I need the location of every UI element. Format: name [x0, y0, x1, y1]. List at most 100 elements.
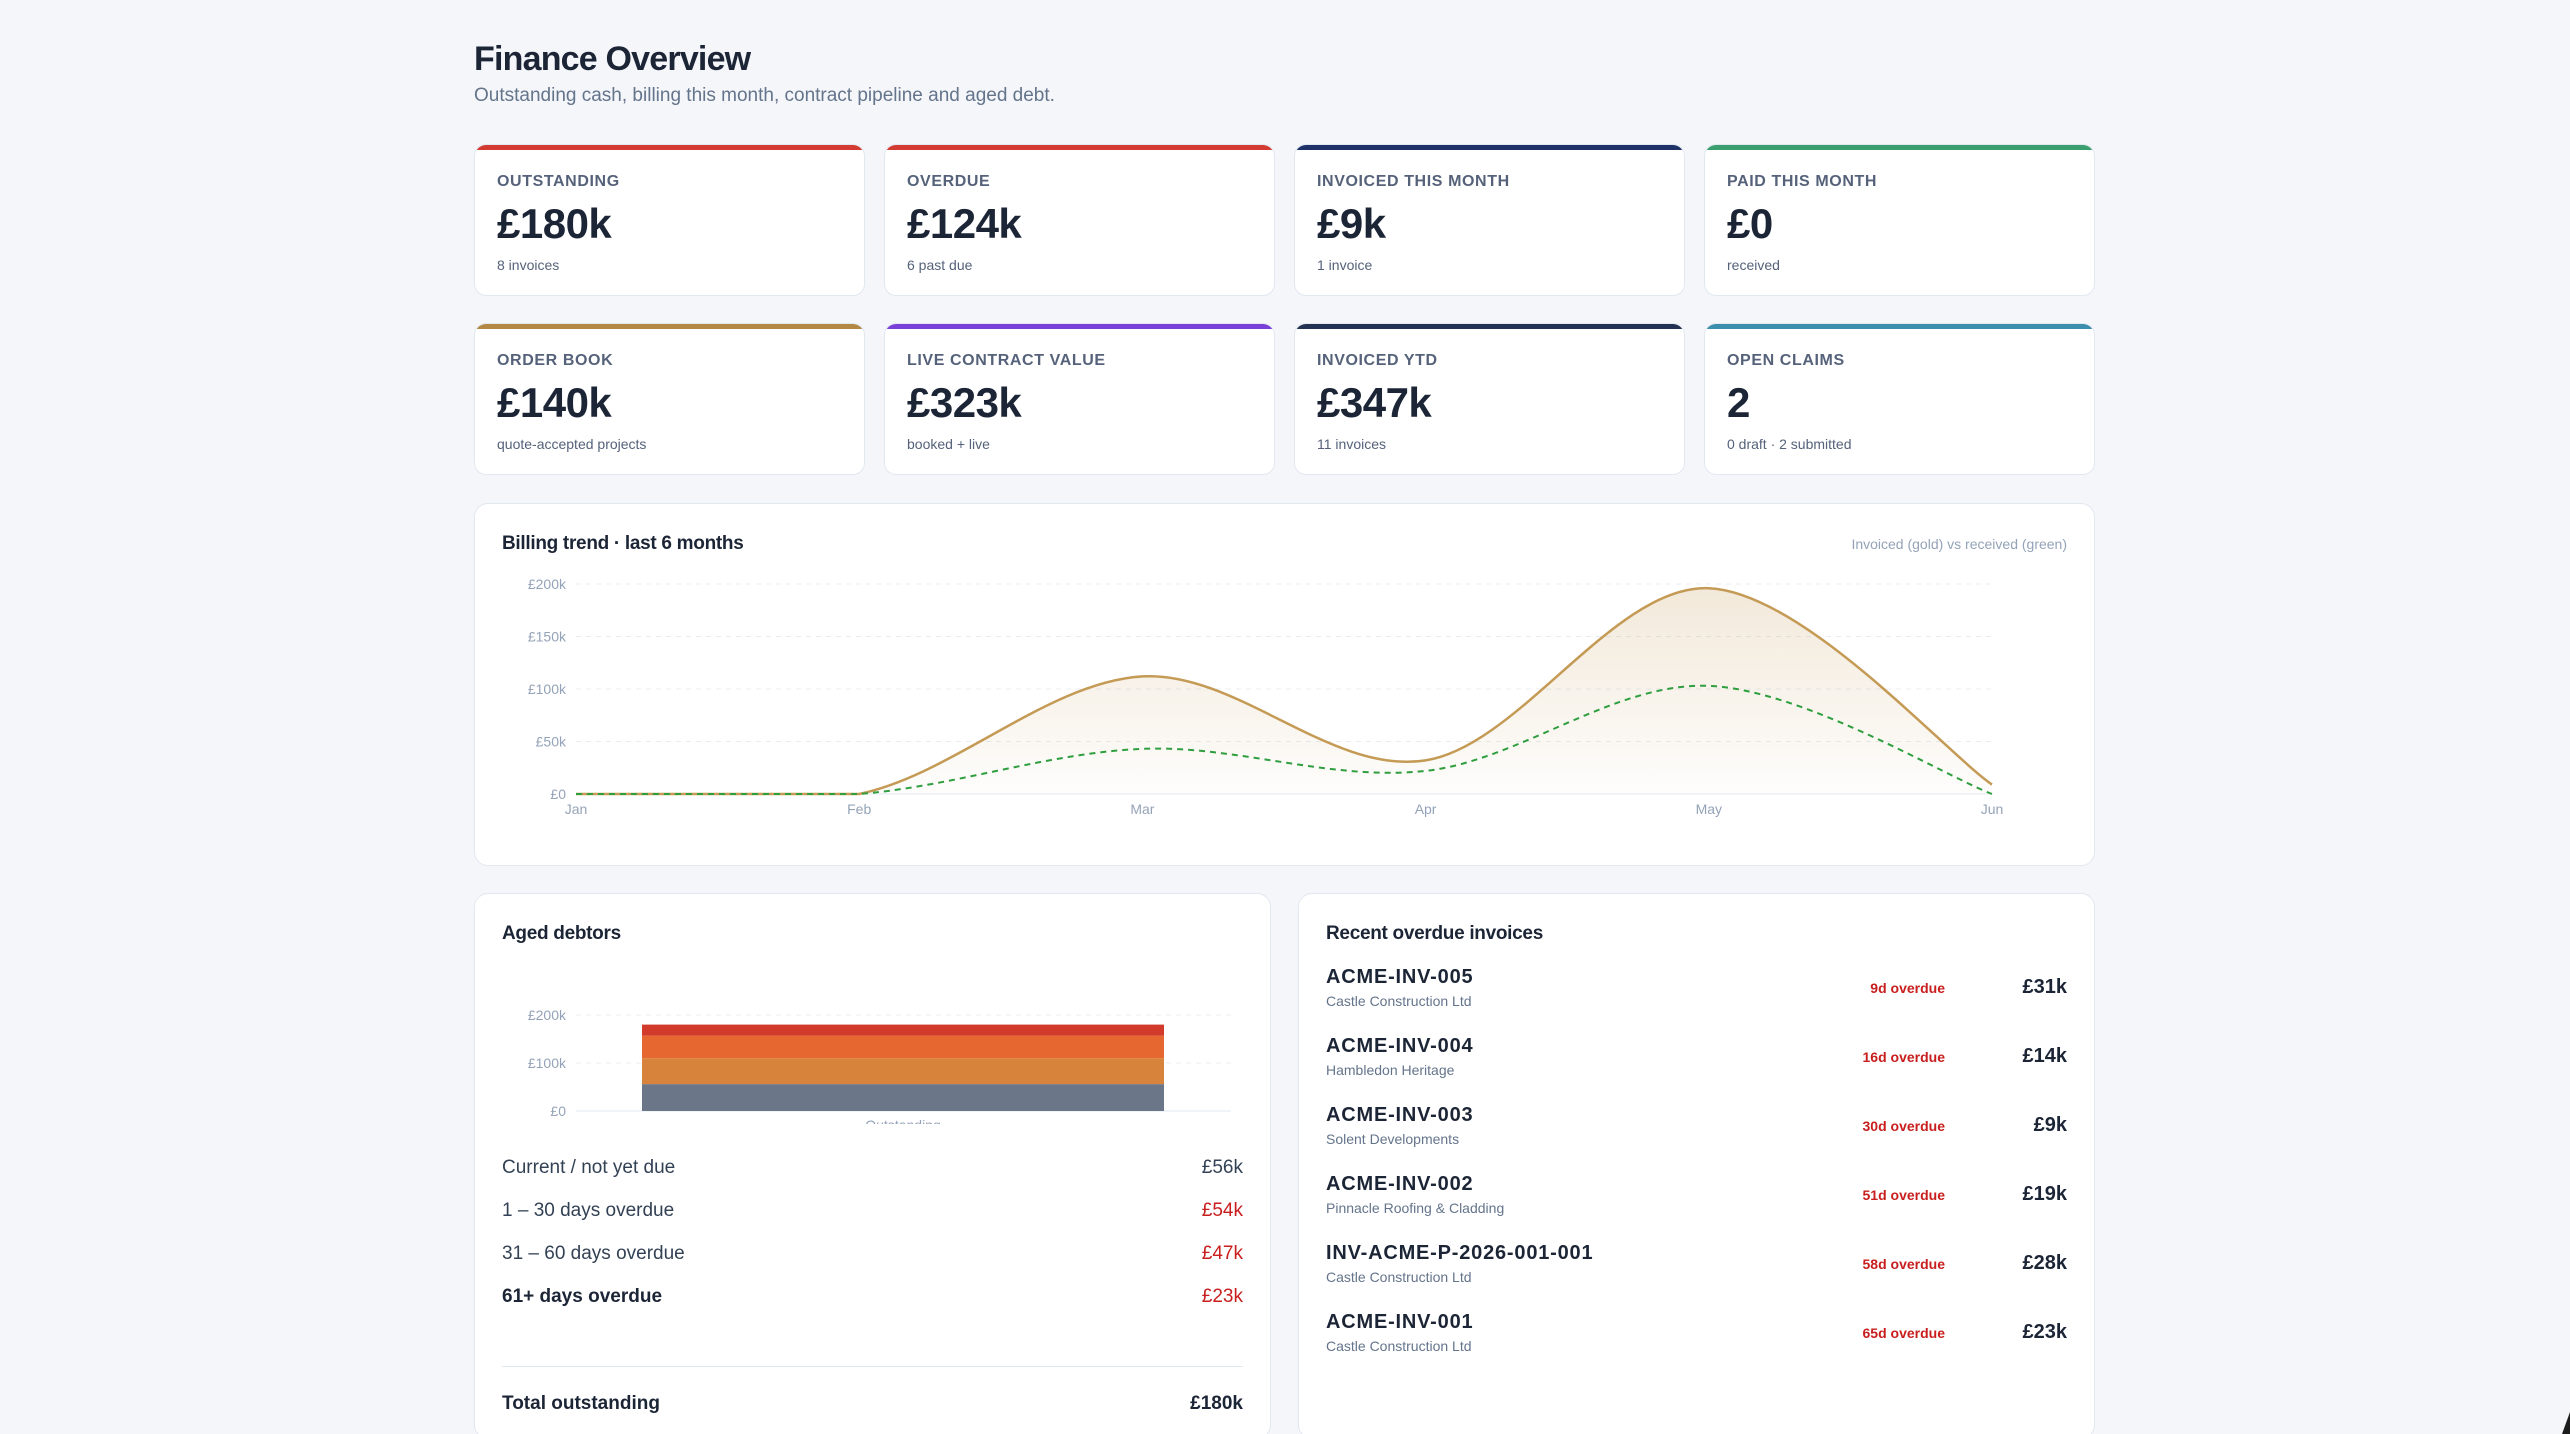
kpi-card-order-book[interactable]: ORDER BOOK £140k quote-accepted projects	[474, 323, 865, 475]
invoice-client: Castle Construction Ltd	[1326, 993, 1472, 1009]
y-tick-label: £50k	[536, 734, 567, 750]
kpi-value: £124k	[907, 200, 1022, 247]
invoice-client: Castle Construction Ltd	[1326, 1269, 1472, 1285]
invoice-id[interactable]: ACME-INV-001	[1326, 1311, 1474, 1333]
y-tick-label: £100k	[528, 681, 567, 697]
kpi-label: PAID THIS MONTH	[1727, 173, 1878, 190]
kpi-accent-bar	[885, 324, 1274, 329]
aged-row-1-30: 1 – 30 days overdue £54k	[502, 1189, 1243, 1232]
kpi-value: 2	[1727, 379, 1750, 426]
aged-row-label: 61+ days overdue	[502, 1285, 663, 1307]
kpi-row-1: OUTSTANDING £180k 8 invoices OVERDUE £12…	[474, 144, 2095, 296]
invoice-client: Hambledon Heritage	[1326, 1062, 1455, 1078]
overdue-invoice-row[interactable]: INV-ACME-P-2026-001-001 Castle Construct…	[1326, 1242, 2067, 1311]
kpi-label: INVOICED YTD	[1317, 352, 1438, 369]
invoice-id[interactable]: ACME-INV-002	[1326, 1173, 1474, 1195]
kpi-card-open-claims[interactable]: OPEN CLAIMS 2 0 draft · 2 submitted	[1704, 323, 2095, 475]
invoice-id[interactable]: INV-ACME-P-2026-001-001	[1326, 1242, 1594, 1264]
aged-total-label: Total outstanding	[502, 1393, 660, 1414]
aged-row-current: Current / not yet due £56k	[502, 1146, 1243, 1189]
invoice-overdue-days: 9d overdue	[1870, 980, 1945, 996]
page-title: Finance Overview	[474, 40, 751, 78]
aged-row-31-60: 31 – 60 days overdue £47k	[502, 1232, 1243, 1275]
kpi-label: INVOICED THIS MONTH	[1317, 173, 1510, 190]
kpi-note: 0 draft · 2 submitted	[1727, 436, 1852, 453]
aged-row-label: 31 – 60 days overdue	[502, 1242, 685, 1264]
kpi-label: OVERDUE	[907, 173, 991, 190]
invoice-id[interactable]: ACME-INV-003	[1326, 1104, 1474, 1126]
overdue-invoice-row[interactable]: ACME-INV-002 Pinnacle Roofing & Cladding…	[1326, 1173, 2067, 1242]
y-tick-label: £200k	[528, 1007, 567, 1023]
kpi-card-live-contract-value[interactable]: LIVE CONTRACT VALUE £323k booked + live	[884, 323, 1275, 475]
overdue-invoice-row[interactable]: ACME-INV-005 Castle Construction Ltd 9d …	[1326, 966, 2067, 1035]
kpi-value: £140k	[497, 379, 612, 426]
overdue-invoice-row[interactable]: ACME-INV-001 Castle Construction Ltd 65d…	[1326, 1311, 2067, 1380]
invoice-id[interactable]: ACME-INV-005	[1326, 966, 1474, 988]
x-tick-label: Feb	[847, 801, 871, 817]
invoice-amount: £23k	[2022, 1321, 2068, 1343]
kpi-accent-bar	[1705, 145, 2094, 150]
x-tick-label: Mar	[1130, 801, 1154, 817]
invoice-overdue-days: 16d overdue	[1862, 1049, 1945, 1065]
x-tick-label: Apr	[1415, 801, 1437, 817]
aged-debtors-card: Aged debtors £0 £100k £200k Outstanding Cur…	[474, 893, 1271, 1434]
x-tick-label: Jun	[1981, 801, 2004, 817]
kpi-accent-bar	[1295, 324, 1684, 329]
aged-total-amount: £180k	[1190, 1393, 1243, 1414]
kpi-value: £323k	[907, 379, 1022, 426]
overdue-invoice-row[interactable]: ACME-INV-004 Hambledon Heritage 16d over…	[1326, 1035, 2067, 1104]
y-tick-label: £0	[550, 1103, 566, 1119]
kpi-accent-bar	[885, 145, 1274, 150]
invoice-id[interactable]: ACME-INV-004	[1326, 1035, 1474, 1057]
aged-row-61-plus: 61+ days overdue £23k	[502, 1275, 1243, 1318]
y-tick-label: £200k	[528, 576, 567, 592]
kpi-card-paid-this-month[interactable]: PAID THIS MONTH £0 received	[1704, 144, 2095, 296]
invoice-overdue-days: 65d overdue	[1862, 1325, 1945, 1341]
x-tick-label: May	[1696, 801, 1722, 817]
invoice-client: Castle Construction Ltd	[1326, 1338, 1472, 1354]
stacked-bar-segment	[642, 1035, 1164, 1059]
kpi-note: quote-accepted projects	[497, 436, 647, 453]
aged-debtors-title: Aged debtors	[502, 923, 621, 944]
finance-overview-page: Finance Overview Outstanding cash, billi…	[474, 40, 2095, 1434]
recent-overdue-title: Recent overdue invoices	[1326, 923, 1543, 944]
billing-trend-legend: Invoiced (gold) vs received (green)	[1851, 536, 2067, 552]
window-corner-mark	[2562, 1412, 2570, 1434]
invoiced-series-line	[576, 586, 1993, 796]
kpi-card-invoiced-ytd[interactable]: INVOICED YTD £347k 11 invoices	[1294, 323, 1685, 475]
kpi-row-2: ORDER BOOK £140k quote-accepted projects…	[474, 323, 2095, 475]
overdue-invoice-row[interactable]: ACME-INV-003 Solent Developments 30d ove…	[1326, 1104, 2067, 1173]
x-tick-label: Outstanding	[865, 1117, 941, 1124]
recent-overdue-card: Recent overdue invoices ACME-INV-005 Cas…	[1298, 893, 2095, 1434]
kpi-accent-bar	[475, 145, 864, 150]
aged-debtors-list: Current / not yet due £56k 1 – 30 days o…	[502, 1146, 1243, 1318]
kpi-note: received	[1727, 257, 1780, 274]
invoice-overdue-days: 58d overdue	[1862, 1256, 1945, 1272]
kpi-label: OPEN CLAIMS	[1727, 352, 1845, 369]
kpi-note: booked + live	[907, 436, 990, 453]
invoice-client: Solent Developments	[1326, 1131, 1460, 1147]
overdue-invoice-list: ACME-INV-005 Castle Construction Ltd 9d …	[1326, 966, 2067, 1380]
billing-trend-card: £0 £50k £100k £150k £200k Jan Feb Mar Apr May Jun …	[474, 503, 2095, 866]
billing-trend-title: Billing trend · last 6 months	[502, 533, 744, 554]
stacked-bar-segment	[642, 1024, 1164, 1036]
aged-row-amount: £56k	[1201, 1156, 1243, 1178]
aged-row-amount: £54k	[1201, 1199, 1243, 1221]
kpi-label: OUTSTANDING	[497, 173, 620, 190]
kpi-value: £347k	[1317, 379, 1432, 426]
x-tick-label: Jan	[565, 801, 588, 817]
kpi-value: £180k	[497, 200, 612, 247]
received-series-line	[576, 684, 1993, 795]
kpi-card-outstanding[interactable]: OUTSTANDING £180k 8 invoices	[474, 144, 865, 296]
billing-trend-chart: £0 £50k £100k £150k £200k Jan Feb Mar Apr May Jun	[528, 576, 2004, 817]
kpi-value: £0	[1727, 200, 1773, 247]
kpi-card-overdue[interactable]: OVERDUE £124k 6 past due	[884, 144, 1275, 296]
kpi-note: 6 past due	[907, 257, 973, 274]
aged-row-amount: £23k	[1201, 1285, 1243, 1307]
aged-row-amount: £47k	[1201, 1242, 1243, 1264]
kpi-label: ORDER BOOK	[497, 352, 614, 369]
invoice-amount: £19k	[2022, 1183, 2068, 1205]
invoice-amount: £31k	[2022, 976, 2068, 998]
invoice-overdue-days: 30d overdue	[1862, 1118, 1945, 1134]
kpi-card-invoiced-this-month[interactable]: INVOICED THIS MONTH £9k 1 invoice	[1294, 144, 1685, 296]
